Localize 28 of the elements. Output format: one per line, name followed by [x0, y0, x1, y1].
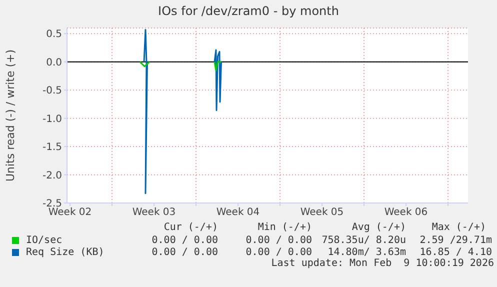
text: 16.85 / 4.10	[418, 246, 492, 258]
x-tick-label: Week 06	[384, 207, 428, 218]
chart-title: IOs for /dev/zram0 - by month	[157, 4, 340, 18]
text: 14.80m/ 3.63m	[326, 246, 406, 258]
text: 0.00 / 0.00	[244, 246, 312, 258]
y-tick-label: -1.5	[42, 142, 62, 154]
text: 0.00 / 0.00	[150, 234, 218, 246]
text: 758.35u/ 8.20u	[320, 234, 406, 246]
legend-label: Req Size (KB)	[26, 246, 106, 258]
text: Min (-/+)	[256, 222, 312, 234]
text: 2.59 /29.71m	[418, 234, 492, 246]
x-tick-label: Week 03	[132, 207, 176, 218]
y-tick-label: 0.0	[46, 57, 62, 68]
text: Cur (-/+)	[162, 222, 218, 234]
y-tick-label: 0.5	[46, 29, 62, 40]
y-axis-title: Units read (-) / write (+)	[4, 49, 17, 182]
y-tick-label: -2.0	[42, 170, 62, 182]
text: 0.00 / 0.00	[150, 246, 218, 258]
y-tick-label: -0.5	[42, 86, 62, 97]
text: Last update: Mon Feb 9 10:00:19 2026	[270, 258, 494, 270]
text: Avg (-/+)	[350, 222, 406, 234]
legend-label: IO/sec	[26, 234, 64, 246]
x-tick-label: Week 05	[300, 207, 344, 218]
x-tick-label: Week 04	[216, 207, 260, 218]
text: Max (-/+)	[430, 222, 486, 234]
y-tick-label: -1.0	[42, 114, 62, 125]
text: 0.00 / 0.00	[244, 234, 312, 246]
x-tick-label: Week 02	[48, 207, 92, 218]
